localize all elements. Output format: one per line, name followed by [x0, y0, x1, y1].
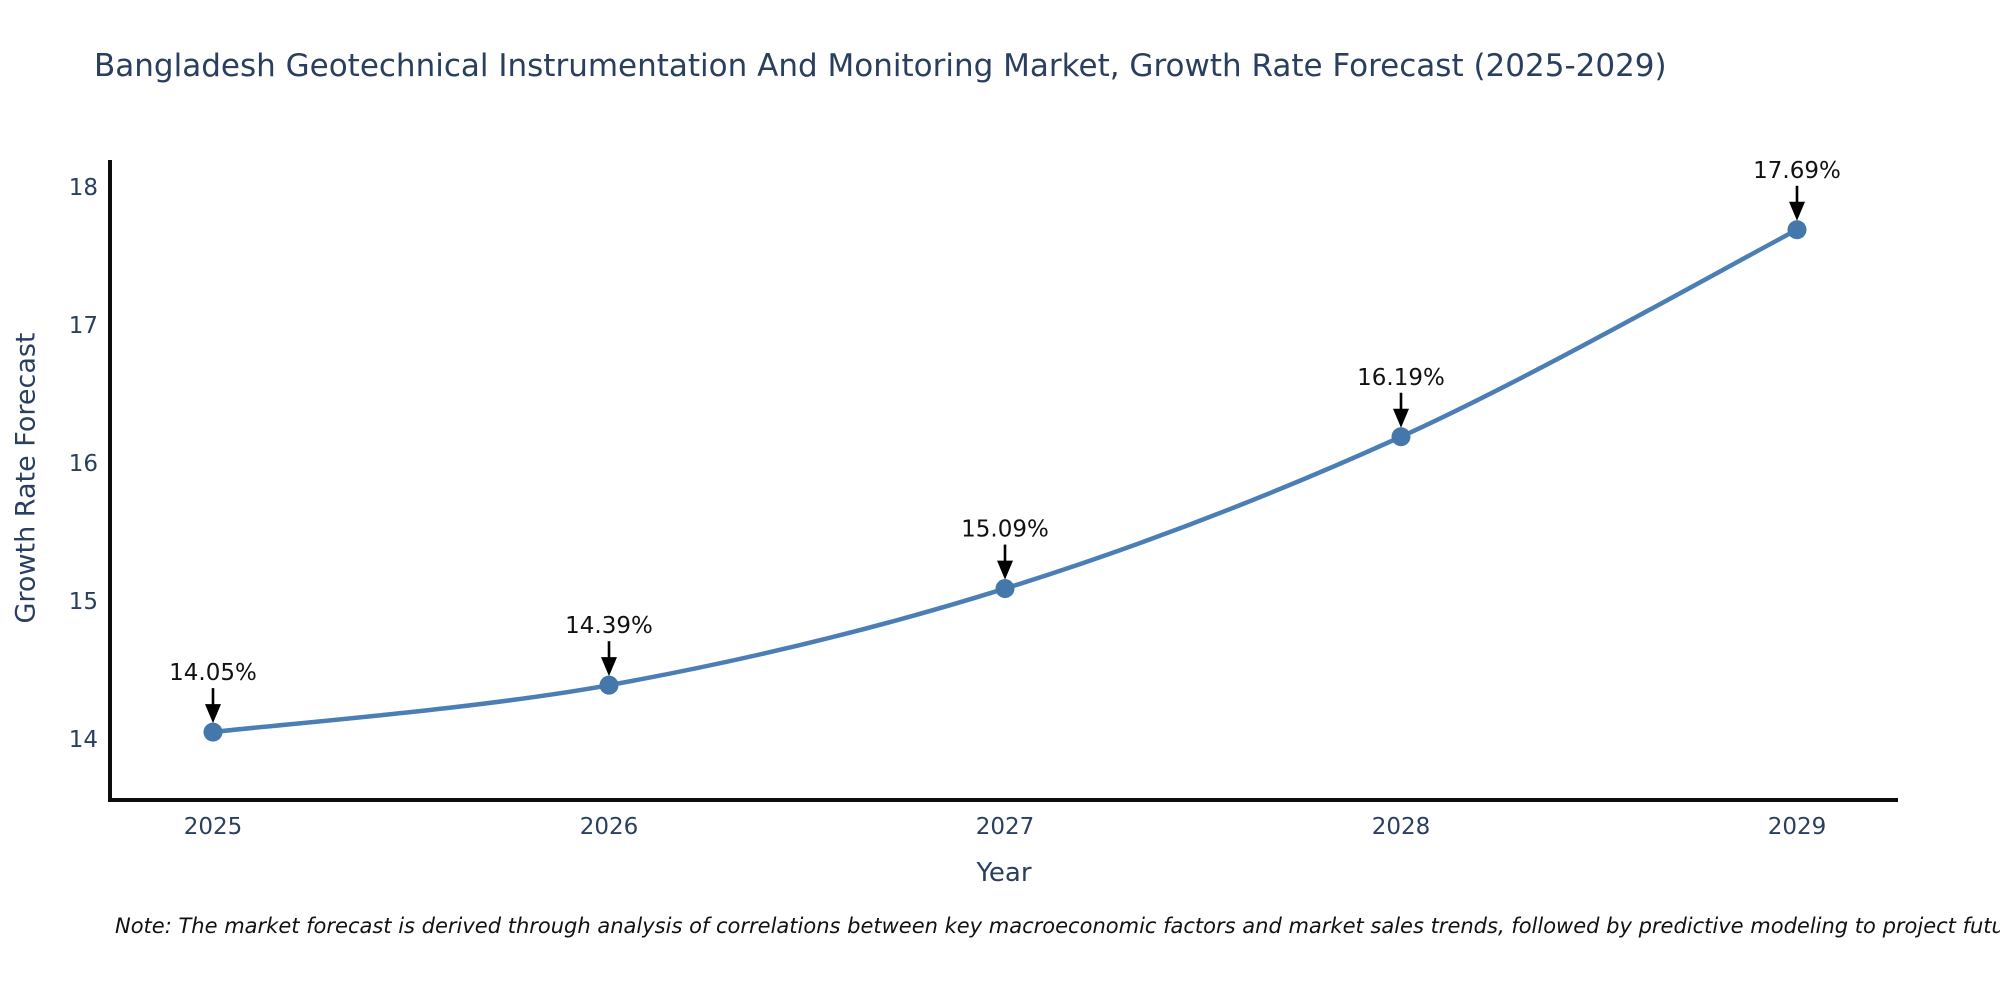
y-tick-label: 18 — [69, 175, 98, 201]
annotation-arrow-head — [205, 704, 221, 724]
y-tick-label: 16 — [69, 451, 98, 477]
data-point-marker — [203, 722, 223, 742]
y-tick-label: 15 — [69, 589, 98, 615]
x-axis-title: Year — [976, 858, 1032, 888]
data-point-marker — [599, 675, 619, 695]
annotation-arrow-head — [997, 560, 1013, 580]
data-point-label: 15.09% — [961, 517, 1049, 543]
y-tick-label: 14 — [69, 727, 98, 753]
data-point-marker — [995, 579, 1015, 599]
x-tick-label: 2025 — [184, 814, 243, 840]
x-tick-label: 2026 — [580, 814, 639, 840]
annotation-arrow-head — [601, 657, 617, 677]
data-point-marker — [1787, 220, 1807, 240]
annotation-arrow-head — [1393, 408, 1409, 428]
axis-lines — [108, 160, 1898, 802]
annotation-arrow-head — [1789, 201, 1805, 221]
data-point-label: 14.05% — [169, 660, 257, 686]
data-point-label: 17.69% — [1753, 158, 1841, 184]
x-tick-label: 2027 — [976, 814, 1035, 840]
data-point-label: 14.39% — [565, 613, 653, 639]
x-tick-label: 2029 — [1768, 814, 1827, 840]
x-tick-label: 2028 — [1372, 814, 1431, 840]
forecast-line — [210, 227, 1800, 735]
data-point-label: 16.19% — [1357, 365, 1445, 391]
data-point-marker — [1391, 427, 1411, 447]
chart-title: Bangladesh Geotechnical Instrumentation … — [94, 48, 1667, 84]
footnote: Note: The market forecast is derived thr… — [115, 914, 2000, 938]
y-tick-label: 17 — [69, 313, 98, 339]
